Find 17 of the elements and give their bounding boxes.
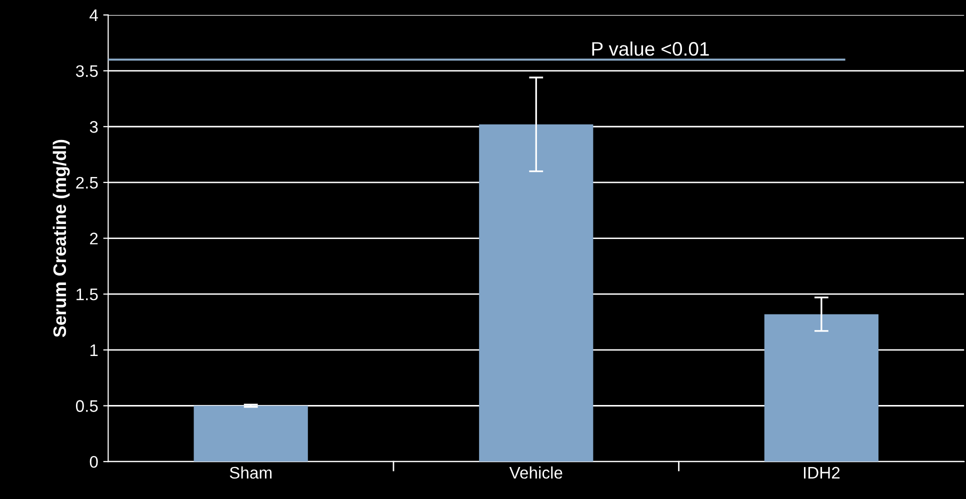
y-axis-title: Serum Creatine (mg/dl) <box>52 140 70 338</box>
bar <box>194 406 308 462</box>
x-tick-label: Sham <box>230 466 272 479</box>
y-tick-label: 3 <box>90 121 98 133</box>
x-tick-label: Vehicle <box>509 466 562 479</box>
y-tick-label: 0.5 <box>76 400 98 412</box>
bar <box>764 314 878 462</box>
ref-line-label: P value <0.01 <box>592 42 709 56</box>
y-tick-label: 2.5 <box>76 176 98 189</box>
y-tick-label: 4 <box>90 10 98 22</box>
x-tick-label: IDH2 <box>804 466 840 479</box>
y-tick-label: 1.5 <box>76 288 98 300</box>
y-tick-label: 2 <box>90 232 98 244</box>
y-tick-label: 3.5 <box>76 65 98 77</box>
y-tick-label: 1 <box>90 344 98 356</box>
y-tick-label: 0 <box>90 456 98 468</box>
bar <box>479 124 594 462</box>
